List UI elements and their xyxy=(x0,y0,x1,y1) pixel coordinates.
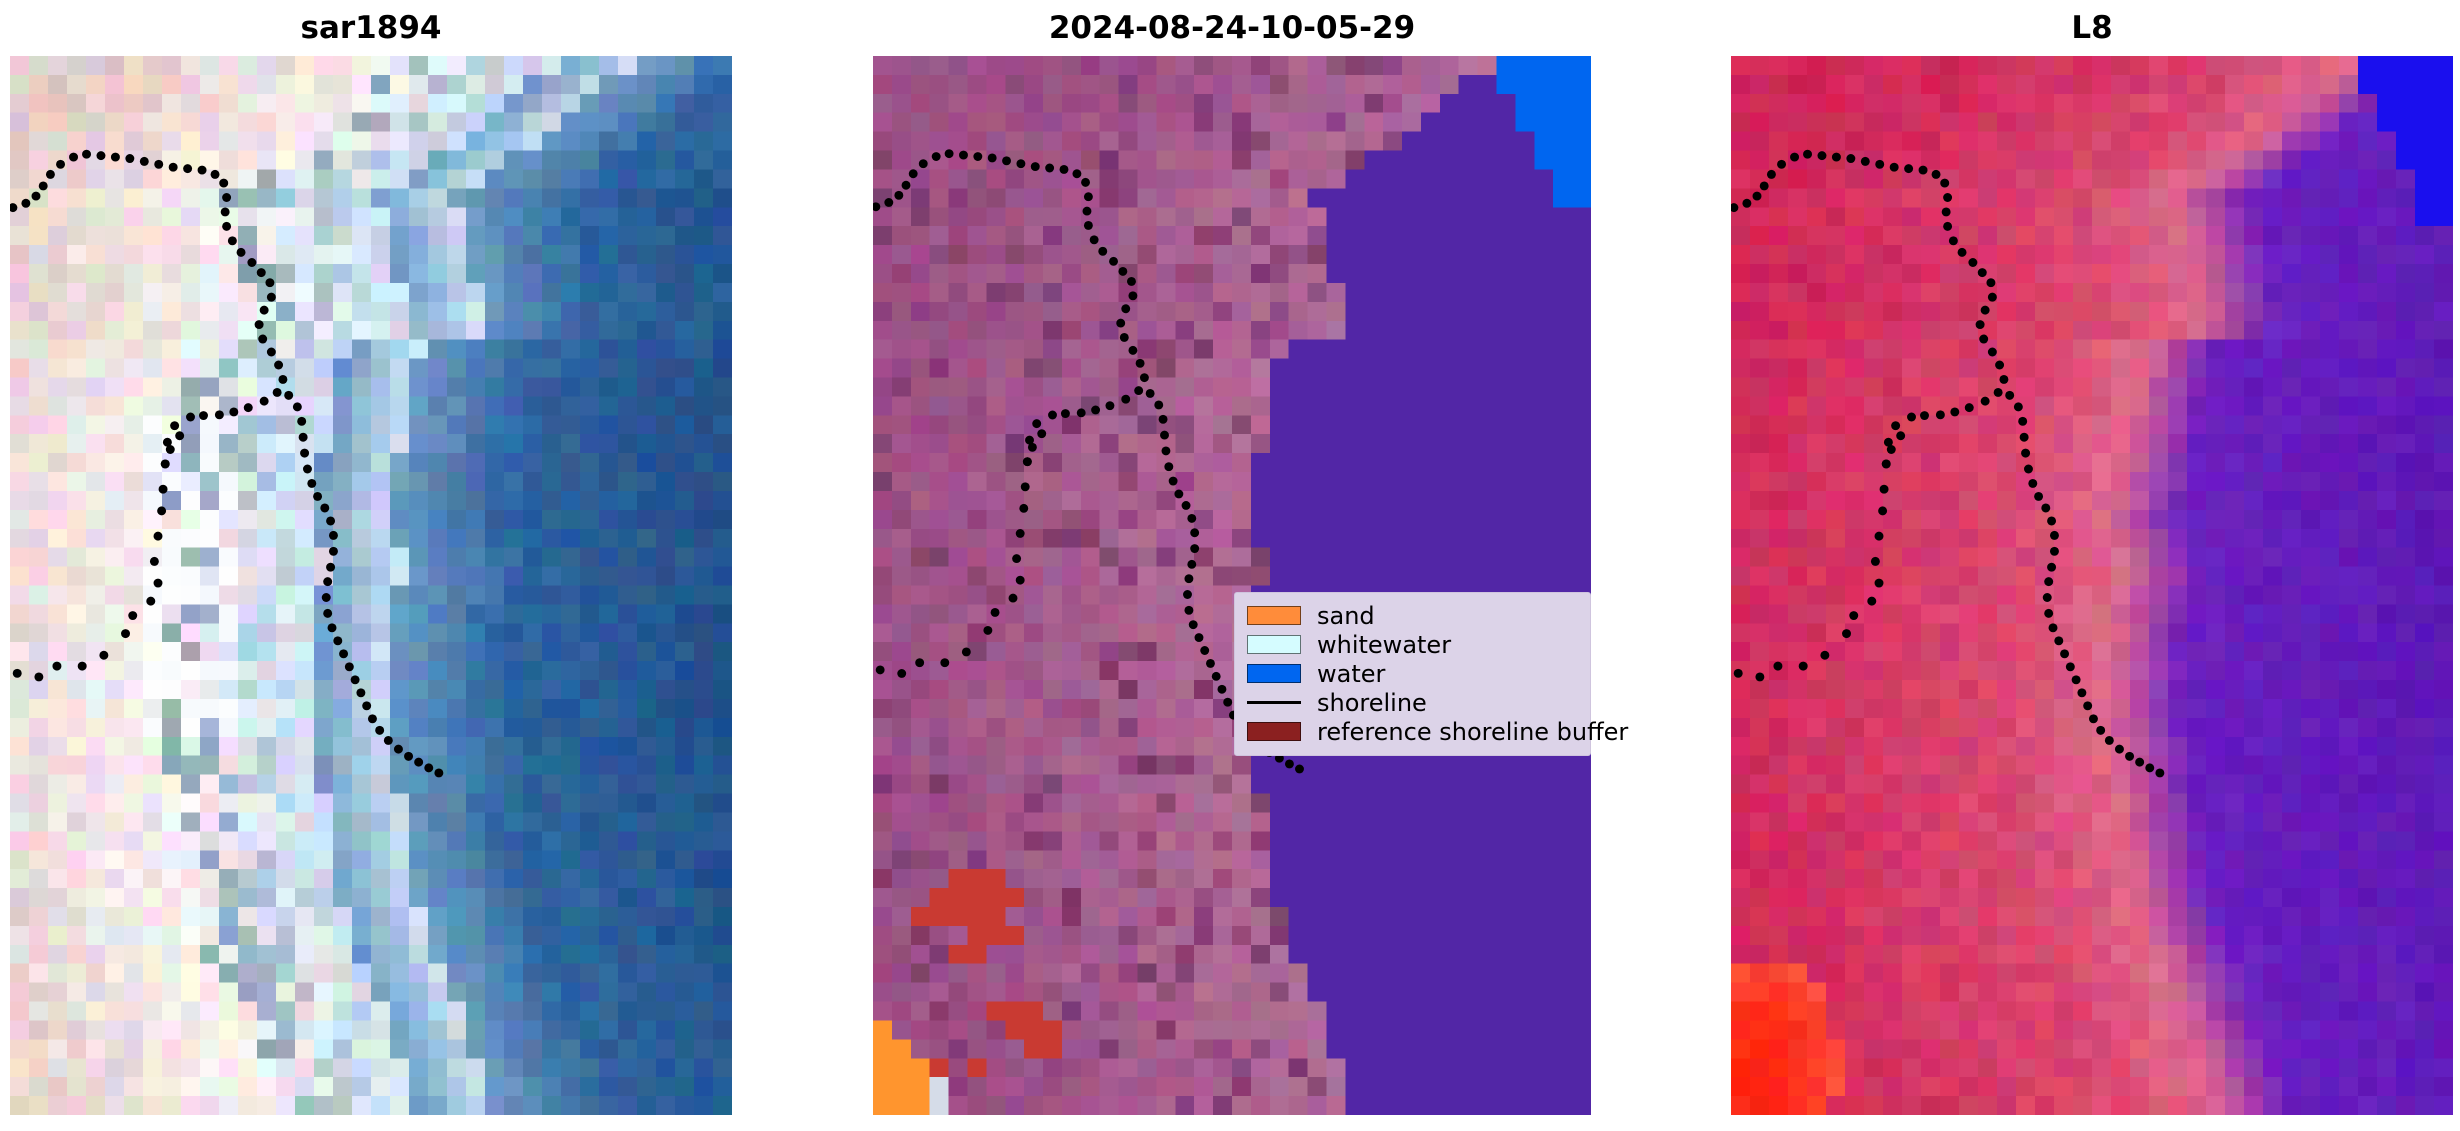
panel-title-sar: sar1894 xyxy=(300,10,442,46)
panel-l8-image[interactable] xyxy=(1731,56,2453,1115)
panel-classification-image[interactable] xyxy=(873,56,1591,1115)
legend-item-water: water xyxy=(1247,659,1580,688)
reference-buffer-swatch-icon xyxy=(1247,722,1301,741)
legend-item-reference-buffer: reference shoreline buffer xyxy=(1247,717,1628,746)
legend-label-water: water xyxy=(1317,659,1386,688)
whitewater-swatch-icon xyxy=(1247,635,1301,654)
water-swatch-icon xyxy=(1247,664,1301,683)
panel-title-l8: L8 xyxy=(2071,10,2113,46)
panel-title-classification: 2024-08-24-10-05-29 xyxy=(1048,10,1416,46)
raster-classification xyxy=(873,56,1591,1115)
legend-item-shoreline: shoreline xyxy=(1247,688,1580,717)
legend-item-sand: sand xyxy=(1247,601,1580,630)
raster-l8 xyxy=(1731,56,2453,1115)
panel-sar-image[interactable] xyxy=(10,56,732,1115)
raster-sar xyxy=(10,56,732,1115)
shoreline-line-icon xyxy=(1247,693,1301,712)
legend-item-whitewater: whitewater xyxy=(1247,630,1580,659)
legend-label-whitewater: whitewater xyxy=(1317,630,1452,659)
sand-swatch-icon xyxy=(1247,606,1301,625)
legend-box[interactable]: sand whitewater water shoreline referenc… xyxy=(1234,592,1628,756)
legend-label-reference-buffer: reference shoreline buffer xyxy=(1317,717,1629,746)
legend-label-sand: sand xyxy=(1317,601,1375,630)
legend-label-shoreline: shoreline xyxy=(1317,688,1427,717)
